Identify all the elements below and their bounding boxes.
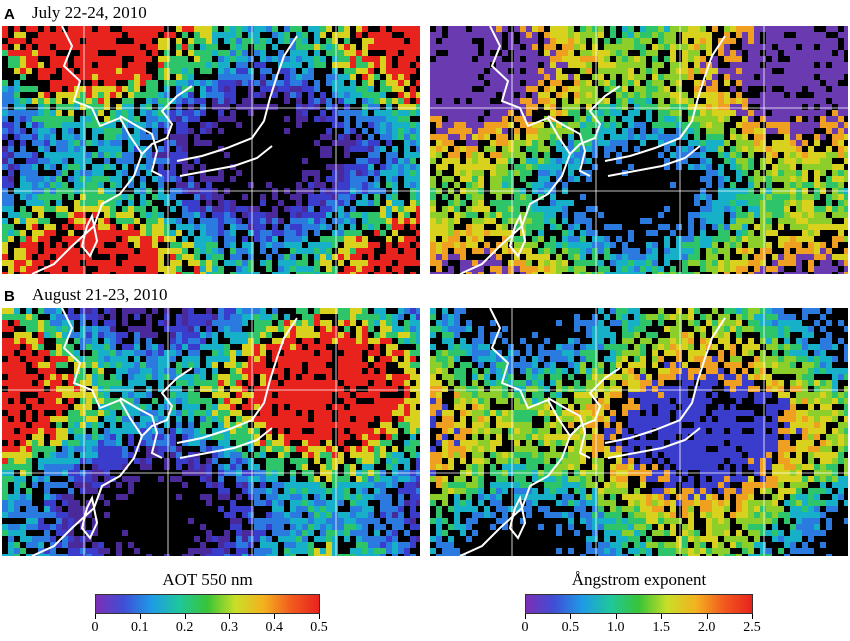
aot-colorbar-label: AOT 550 nm xyxy=(162,570,253,589)
aot-july-map xyxy=(2,26,420,274)
colorbar-tickmark xyxy=(229,614,231,619)
colorbar-tickmark xyxy=(615,614,617,619)
aot-august-map xyxy=(2,308,420,556)
panel-title-a: July 22-24, 2010 xyxy=(32,3,147,22)
colorbar-tickmark xyxy=(95,614,96,619)
colorbar-tickmark xyxy=(570,614,572,619)
colorbar-tickmark xyxy=(661,614,663,619)
angstrom-july-map xyxy=(430,26,848,274)
colorbar-tickmark xyxy=(184,614,186,619)
colorbar-tickmark xyxy=(525,614,526,619)
colorbar-tick-label: 0.1 xyxy=(131,620,149,635)
aot-colorbar xyxy=(95,594,320,614)
colorbar-tick-label: 0.4 xyxy=(265,620,283,635)
colorbar-tickmark xyxy=(752,614,753,619)
colorbar-tick-label: 2.0 xyxy=(697,620,716,635)
colorbar-tick-label: 0 xyxy=(91,620,99,635)
colorbar-tick-label: 1.5 xyxy=(652,620,670,635)
colorbar-tickmark xyxy=(706,614,708,619)
panel-title-b: August 21-23, 2010 xyxy=(32,285,168,304)
colorbar-tickmark xyxy=(139,614,141,619)
colorbar-tick-label: 0 xyxy=(521,620,529,635)
angstrom-august-map xyxy=(430,308,848,556)
colorbar-tick-label: 0.5 xyxy=(561,620,580,635)
colorbar-tick-label: 0.3 xyxy=(220,620,239,635)
angstrom-colorbar-label: Ångstrom exponent xyxy=(571,570,707,589)
panel-letter-b: B xyxy=(4,288,15,305)
angstrom-colorbar xyxy=(525,594,753,614)
colorbar-tick-label: 0.2 xyxy=(175,620,194,635)
colorbar-tick-label: 1.0 xyxy=(607,620,625,635)
panel-letter-a: A xyxy=(4,6,15,23)
colorbar-tick-label: 0.5 xyxy=(310,620,328,635)
colorbar-tick-label: 2.5 xyxy=(743,620,761,635)
colorbar-tickmark xyxy=(319,614,320,619)
colorbar-tickmark xyxy=(274,614,276,619)
